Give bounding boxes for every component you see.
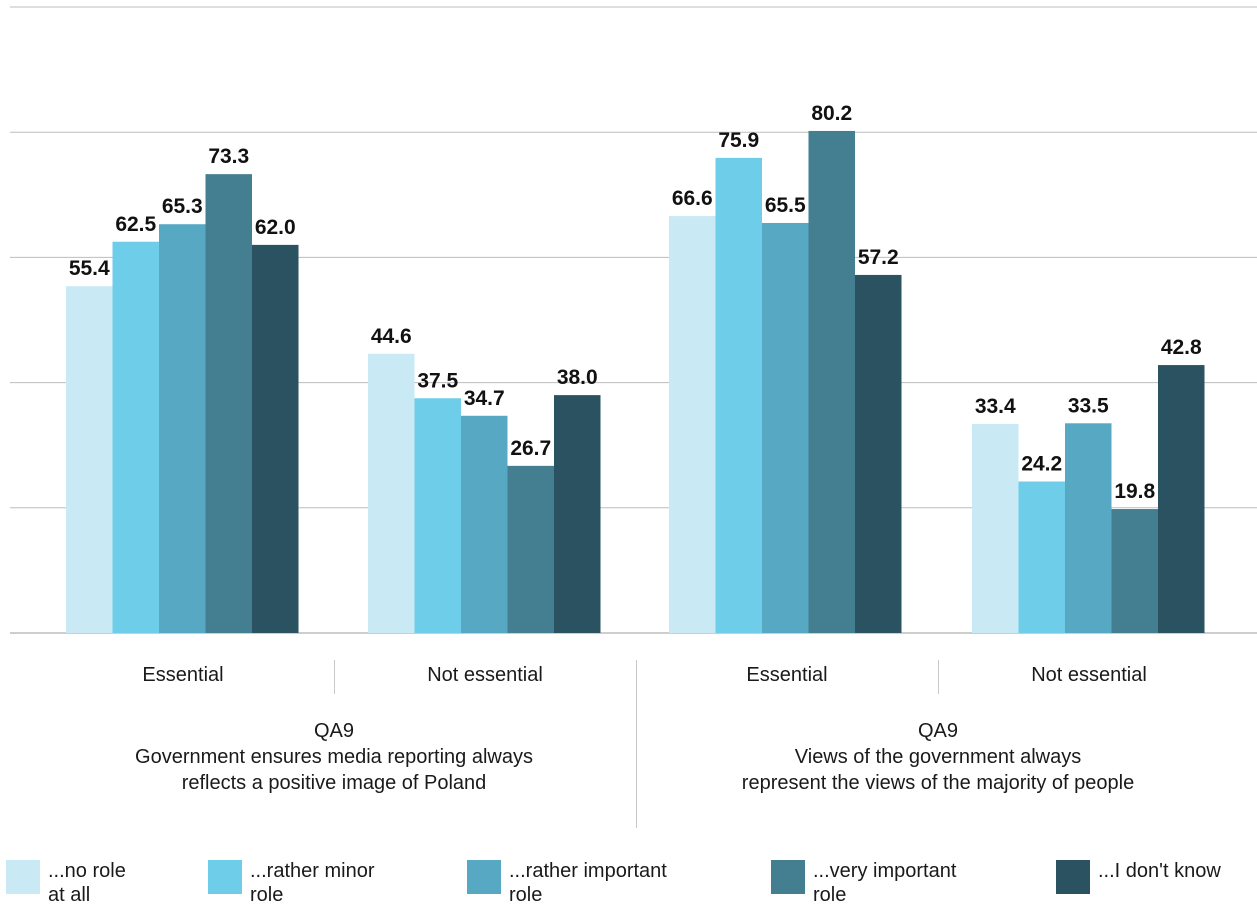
bar <box>715 157 762 633</box>
group-title-line: reflects a positive image of Poland <box>181 772 487 794</box>
legend-swatch <box>6 860 40 894</box>
data-label: 62.5 <box>115 213 156 236</box>
legend-item-very-important: ...very important role <box>771 860 956 907</box>
group-code: QA9 <box>313 720 355 742</box>
legend-label: ...I don't know <box>1098 860 1221 882</box>
category-label-essential-1: Essential <box>142 664 224 686</box>
data-label: 33.4 <box>975 395 1016 418</box>
bar <box>1158 365 1205 633</box>
data-label: 66.6 <box>672 187 713 210</box>
bar <box>808 130 855 633</box>
data-label: 75.9 <box>718 129 759 152</box>
data-label: 73.3 <box>208 145 249 168</box>
category-label-not-essential-1: Not essential <box>427 664 543 686</box>
group-label-2: QA9 Views of the government always repre… <box>658 718 1218 796</box>
group-title-line: Government ensures media reporting alway… <box>135 746 533 768</box>
bar <box>972 423 1019 633</box>
legend-swatch <box>208 860 242 894</box>
bar <box>762 222 809 633</box>
data-label: 65.3 <box>162 195 203 218</box>
data-label: 37.5 <box>417 369 458 392</box>
group-label-1: QA9 Government ensures media reporting a… <box>54 718 614 796</box>
bar <box>507 465 554 633</box>
group-code: QA9 <box>917 720 959 742</box>
category-separator <box>334 660 335 694</box>
bar <box>159 224 206 634</box>
category-label-essential-2: Essential <box>746 664 828 686</box>
data-label: 38.0 <box>557 366 598 389</box>
bar <box>368 353 415 633</box>
bar <box>252 244 299 633</box>
legend-label: ...rather minor role <box>250 860 375 906</box>
legend-item-dont-know: ...I don't know <box>1056 860 1221 894</box>
legend-label: ...no role at all <box>48 860 126 906</box>
legend-label: ...rather important role <box>509 860 667 906</box>
bar <box>554 395 601 633</box>
data-label: 42.8 <box>1161 336 1202 359</box>
category-label-not-essential-2: Not essential <box>1031 664 1147 686</box>
group-title-line: represent the views of the majority of p… <box>741 772 1135 794</box>
data-label: 44.6 <box>371 325 412 348</box>
bar <box>112 241 159 633</box>
data-label: 80.2 <box>811 102 852 125</box>
data-label: 33.5 <box>1068 394 1109 417</box>
bar <box>1111 509 1158 633</box>
data-label: 19.8 <box>1114 480 1155 503</box>
bar <box>669 216 716 634</box>
bar <box>1018 481 1065 633</box>
legend-label: ...very important role <box>813 860 957 906</box>
data-label: 55.4 <box>69 257 110 280</box>
category-separator <box>938 660 939 694</box>
bar <box>461 415 508 633</box>
legend-swatch <box>1056 860 1090 894</box>
value-labels: 55.462.5 65.3 73.3 62.0 44.637.5 34.7 26.7 38.0… <box>69 102 1202 503</box>
legend-item-no-role: ...no role at all <box>6 860 126 907</box>
bar <box>414 398 461 633</box>
legend-swatch <box>467 860 501 894</box>
data-label: 34.7 <box>464 387 505 410</box>
legend-item-rather-minor: ...rather minor role <box>208 860 374 907</box>
bar <box>1065 423 1112 633</box>
bar <box>855 274 902 633</box>
bar <box>66 286 113 633</box>
data-label: 26.7 <box>510 437 551 460</box>
bar <box>205 174 252 633</box>
group-separator <box>636 660 637 828</box>
legend-swatch <box>771 860 805 894</box>
data-label: 24.2 <box>1021 453 1062 476</box>
data-label: 65.5 <box>765 194 806 217</box>
group-title-line: Views of the government always <box>794 746 1082 768</box>
data-label: 62.0 <box>255 216 296 239</box>
legend-item-rather-important: ...rather important role <box>467 860 667 907</box>
bars <box>66 130 1205 634</box>
data-label: 57.2 <box>858 246 899 269</box>
